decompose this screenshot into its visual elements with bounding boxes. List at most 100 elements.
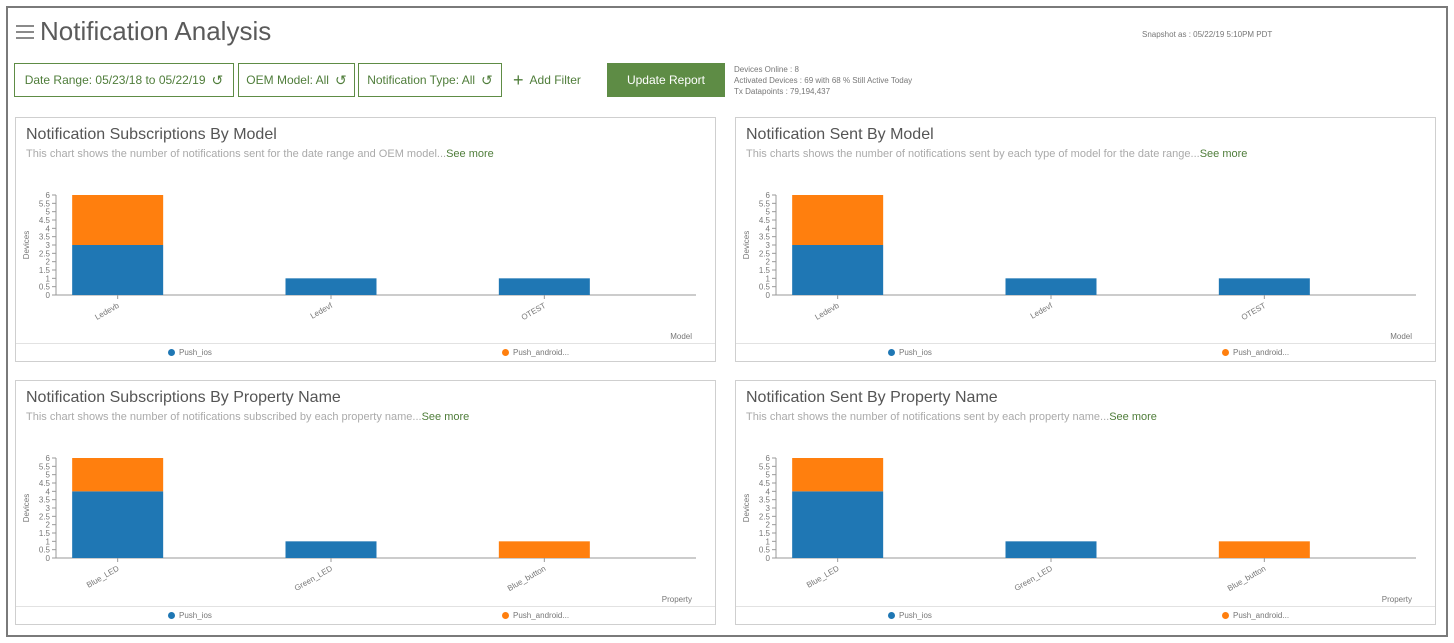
bar-pushios-blue_led [72,491,164,558]
y-tick-label: 3 [46,504,51,513]
panel-description: This chart shows the number of notificat… [746,411,1157,423]
add-filter-button[interactable]: + Add Filter [513,70,581,90]
y-tick-label: 4.5 [759,479,771,488]
y-tick-label: 4.5 [39,479,51,488]
see-more-link[interactable]: See more [421,411,470,423]
legend-item-push-ios[interactable]: Push_ios [888,611,932,620]
notification-type-filter[interactable]: Notification Type: All ↺ [358,63,502,97]
date-range-label: Date Range: 05/23/18 to 05/22/19 [24,73,206,87]
y-tick-label: 0 [46,291,51,300]
y-tick-label: 1.5 [759,529,771,538]
legend-label: Push_ios [179,348,212,357]
page-title: Notification Analysis [40,16,272,46]
y-tick-label: 2.5 [39,249,51,258]
tx-datapoints-stat: Tx Datapoints : 79,194,437 [734,87,831,96]
legend-dot-icon [168,612,175,619]
y-tick-label: 5.5 [759,462,771,471]
y-tick-label: 1.5 [759,266,771,275]
bar-pushios-green_led [285,541,377,558]
legend-item-push-android[interactable]: Push_android... [502,348,569,357]
y-tick-label: 6 [46,191,51,200]
snapshot-timestamp: Snapshot as : 05/22/19 5:10PM PDT [1142,30,1273,39]
y-tick-label: 1 [46,274,51,283]
description-text: This charts shows the number of notifica… [746,148,1200,160]
chart-panel-sent-by-model: Notification Sent By Model This charts s… [735,117,1436,362]
update-report-button[interactable]: Update Report [607,63,725,97]
y-axis-label: Devices [742,231,751,259]
y-tick-label: 5.5 [39,199,51,208]
devices-online-stat: Devices Online : 8 [734,65,799,74]
y-tick-label: 5 [766,471,771,480]
y-tick-label: 6 [46,454,51,463]
y-tick-label: 6 [766,454,771,463]
menu-icon[interactable] [16,25,34,39]
panel-title: Notification Sent By Property Name [746,389,998,406]
x-axis-label: Property [1382,595,1412,604]
reset-icon[interactable]: ↺ [481,71,493,88]
legend-dot-icon [1222,349,1229,356]
x-tick-label: Blue_button [506,564,547,593]
plus-icon: + [513,70,524,90]
dashboard-frame: Notification Analysis Snapshot as : 05/2… [6,6,1448,637]
y-tick-label: 0.5 [759,283,771,292]
oem-model-filter[interactable]: OEM Model: All ↺ [238,63,355,97]
y-tick-label: 2 [46,258,51,267]
legend-label: Push_ios [179,611,212,620]
activated-devices-stat: Activated Devices : 69 with 68 % Still A… [734,76,913,85]
legend-item-push-android[interactable]: Push_android... [1222,348,1289,357]
legend-item-push-ios[interactable]: Push_ios [168,611,212,620]
bar-pushios-ledevb [792,245,884,295]
panel-title: Notification Subscriptions By Model [26,126,277,143]
x-tick-label: OTEST [520,301,548,322]
description-text: This chart shows the number of notificat… [746,411,1110,423]
chart-legend: Push_ios Push_android... [736,343,1435,362]
date-range-filter[interactable]: Date Range: 05/23/18 to 05/22/19 ↺ [14,63,234,97]
legend-dot-icon [502,349,509,356]
description-text: This chart shows the number of notificat… [26,148,447,160]
bar-pushandroid-ledevb [72,195,164,245]
bar-pushios-ledevb [72,245,164,295]
see-more-link[interactable]: See more [446,148,494,160]
stacked-bar-chart: 00.511.522.533.544.555.56 Devices Ledevb Le… [742,191,1416,341]
y-axis-label: Devices [22,494,31,522]
legend-dot-icon [1222,612,1229,619]
bar-pushandroid-blue_led [792,458,884,492]
x-tick-label: Green_LED [293,564,334,593]
y-tick-label: 1.5 [39,529,51,538]
y-tick-label: 5 [46,208,51,217]
see-more-link[interactable]: See more [1199,148,1248,160]
chart-legend: Push_ios Push_android... [736,606,1435,625]
x-axis-label: Model [670,332,692,341]
y-tick-label: 4 [46,487,51,496]
legend-item-push-android[interactable]: Push_android... [502,611,569,620]
panel-description: This charts shows the number of notifica… [746,148,1247,160]
chart-panel-subscriptions-by-property: Notification Subscriptions By Property N… [15,380,716,625]
x-axis-label: Model [1390,332,1412,341]
legend-label: Push_android... [1233,348,1290,357]
y-tick-label: 5 [46,471,51,480]
chart-legend: Push_ios Push_android... [16,606,715,625]
y-tick-label: 1 [766,274,771,283]
reset-icon[interactable]: ↺ [211,71,224,88]
y-tick-label: 3.5 [759,496,771,505]
y-tick-label: 4 [766,487,771,496]
see-more-link[interactable]: See more [1109,411,1157,423]
description-text: This chart shows the number of notificat… [26,411,422,423]
reset-icon[interactable]: ↺ [334,71,347,88]
y-tick-label: 3.5 [759,233,771,242]
legend-item-push-ios[interactable]: Push_ios [888,348,932,357]
y-tick-label: 0 [766,291,771,300]
y-tick-label: 0 [46,554,51,563]
y-tick-label: 4.5 [759,216,771,225]
x-tick-label: OTEST [1240,301,1268,322]
panel-title: Notification Subscriptions By Property N… [26,389,341,406]
y-tick-label: 0 [766,554,771,563]
stacked-bar-chart: 00.511.522.533.544.555.56 Devices Blue_LED… [22,454,696,604]
y-tick-label: 1 [46,537,51,546]
legend-label: Push_android... [513,348,570,357]
legend-dot-icon [888,612,895,619]
legend-item-push-android[interactable]: Push_android... [1222,611,1289,620]
y-tick-label: 3.5 [39,233,51,242]
legend-item-push-ios[interactable]: Push_ios [168,348,212,357]
y-tick-label: 3 [46,241,51,250]
